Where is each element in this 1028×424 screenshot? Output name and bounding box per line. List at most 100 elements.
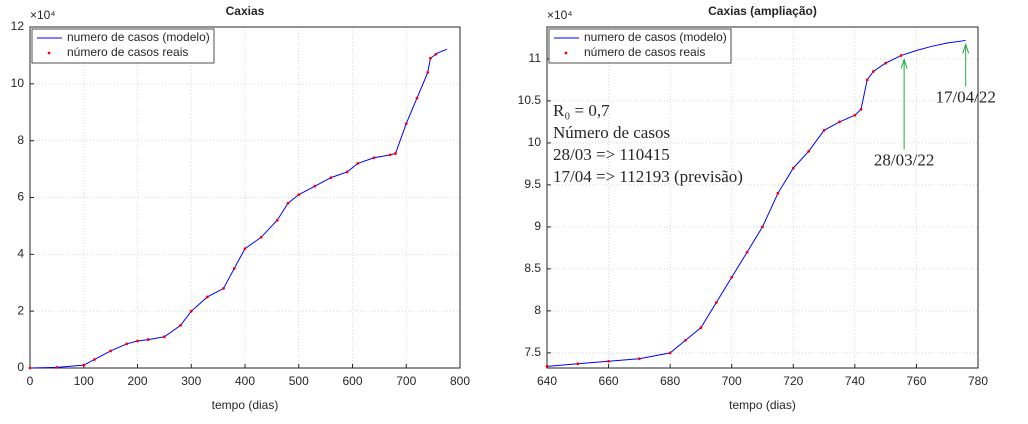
data-point: [82, 363, 86, 367]
legend-swatch: [564, 51, 568, 55]
legend-label: numero de casos (modelo): [584, 30, 727, 44]
data-point: [871, 70, 875, 73]
exponent-label: ×10⁴: [547, 8, 573, 22]
x-axis-label: tempo (dias): [729, 398, 796, 412]
data-point: [275, 218, 279, 222]
data-point: [404, 122, 408, 126]
plot-area: [547, 27, 978, 368]
y-tick-label: 9.5: [524, 177, 541, 191]
data-point: [434, 52, 438, 56]
x-tick-label: 660: [599, 374, 619, 388]
y-tick-label: 7.5: [524, 345, 541, 359]
x-tick-label: 640: [537, 374, 557, 388]
data-point: [859, 107, 863, 111]
data-point: [372, 156, 376, 160]
y-tick-label: 8: [534, 303, 541, 317]
data-point: [286, 201, 290, 205]
data-point: [699, 326, 703, 330]
legend-box: [31, 28, 215, 64]
data-point: [545, 364, 549, 368]
data-point: [426, 71, 430, 74]
data-point: [865, 78, 869, 82]
x-axis-label: tempo (dias): [212, 398, 279, 412]
data-point: [607, 359, 610, 363]
axes-box: [546, 26, 979, 369]
legend-label: número de casos reais: [67, 45, 188, 59]
x-tick-label: 720: [783, 374, 803, 388]
y-tick-label: 10.5: [518, 93, 542, 107]
arrow-head: [962, 42, 970, 54]
x-tick-label: 200: [127, 374, 147, 388]
data-point: [189, 309, 193, 313]
y-tick-label: 4: [17, 247, 24, 261]
arrow-label: 17/04/22: [935, 87, 995, 106]
x-tick-label: 400: [235, 374, 255, 388]
x-tick-label: 100: [74, 374, 94, 388]
x-tick-label: 780: [968, 374, 988, 388]
axes-box: [29, 26, 461, 369]
data-point: [730, 275, 734, 279]
x-tick-label: 740: [845, 374, 865, 388]
y-tick-label: 8: [17, 133, 24, 147]
data-point: [807, 149, 811, 153]
x-tick-label: 300: [181, 374, 201, 388]
data-point: [822, 128, 826, 132]
legend-label: número de casos reais: [584, 45, 705, 59]
data-point: [162, 335, 166, 339]
data-point: [684, 338, 687, 342]
y-tick-label: 9: [534, 219, 541, 233]
data-point: [745, 250, 749, 254]
data-point: [761, 225, 764, 229]
data-point: [791, 166, 795, 170]
data-point: [429, 56, 432, 60]
data-point: [356, 162, 360, 165]
y-tick-label: 0: [17, 360, 24, 374]
data-point: [232, 267, 236, 270]
plot-area: [30, 27, 460, 368]
data-point: [179, 323, 182, 327]
y-tick-label: 10: [11, 76, 25, 90]
legend-swatch: [47, 51, 51, 55]
arrow-head: [900, 57, 908, 69]
data-point: [576, 362, 580, 366]
legend-label: numero de casos (modelo): [67, 30, 210, 44]
data-point: [243, 247, 247, 251]
y-tick-label: 11: [529, 51, 542, 65]
data-point: [329, 176, 333, 180]
data-point: [125, 342, 129, 346]
x-tick-label: 800: [450, 374, 470, 388]
y-tick-label: 8.5: [524, 261, 541, 275]
data-point: [28, 366, 32, 370]
data-point: [259, 235, 263, 239]
y-tick-label: 12: [11, 19, 25, 33]
y-tick-label: 2: [17, 303, 24, 317]
data-point: [899, 54, 903, 57]
data-point: [345, 170, 349, 174]
x-tick-label: 500: [289, 374, 309, 388]
data-point: [838, 120, 841, 124]
x-tick-label: 600: [342, 374, 362, 388]
data-point: [55, 366, 59, 369]
data-point: [297, 193, 301, 197]
x-tick-label: 700: [722, 374, 742, 388]
data-point: [776, 191, 780, 195]
data-point: [884, 61, 888, 65]
data-point: [637, 357, 641, 361]
chart-title: Caxias (ampliação): [708, 4, 817, 18]
legend-box: [548, 28, 732, 64]
data-point: [714, 301, 718, 304]
chart-title: Caxias: [226, 4, 265, 18]
arrow-label: 28/03/22: [874, 150, 934, 169]
data-point: [415, 96, 419, 100]
annotation: 17/04 => 112193 (previsão): [553, 167, 743, 186]
annotation: R₀ = 0,7: [553, 101, 610, 120]
x-tick-label: 680: [660, 374, 680, 388]
annotation: Número de casos: [553, 123, 670, 142]
annotation: 28/03 => 110415: [553, 145, 670, 164]
data-point: [668, 351, 672, 355]
data-point: [93, 358, 96, 361]
exponent-label: ×10⁴: [30, 8, 56, 22]
data-point: [388, 153, 392, 157]
data-point: [222, 287, 225, 290]
